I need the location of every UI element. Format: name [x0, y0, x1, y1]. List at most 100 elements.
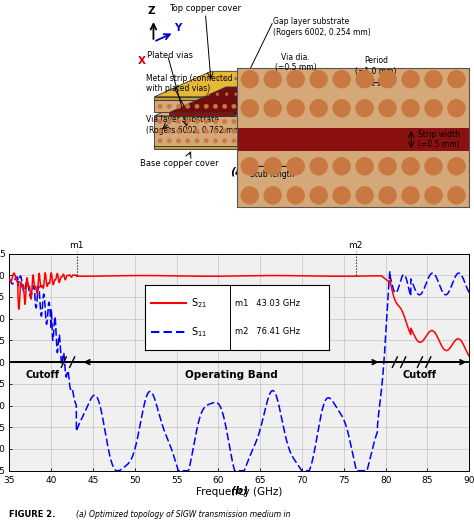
Circle shape	[207, 93, 210, 96]
Circle shape	[167, 139, 172, 143]
Circle shape	[213, 119, 218, 124]
Text: m2: m2	[348, 241, 363, 250]
Circle shape	[447, 99, 465, 117]
Polygon shape	[155, 71, 305, 97]
Circle shape	[425, 157, 442, 175]
Text: (a): (a)	[230, 166, 248, 176]
Circle shape	[264, 187, 282, 204]
Circle shape	[222, 139, 227, 143]
Text: Strip width
(=0.5 mm): Strip width (=0.5 mm)	[418, 130, 460, 149]
Circle shape	[222, 119, 227, 124]
Circle shape	[186, 139, 190, 143]
Circle shape	[158, 129, 162, 133]
Text: FIGURE 2.: FIGURE 2.	[9, 510, 56, 519]
Circle shape	[287, 99, 304, 117]
Circle shape	[167, 119, 172, 124]
Polygon shape	[249, 90, 305, 146]
Polygon shape	[155, 100, 249, 112]
Text: X: X	[138, 55, 146, 65]
Circle shape	[232, 119, 236, 124]
Circle shape	[195, 119, 199, 124]
Polygon shape	[155, 121, 305, 146]
Circle shape	[402, 157, 419, 175]
Circle shape	[216, 77, 219, 80]
Circle shape	[356, 99, 374, 117]
Circle shape	[310, 71, 328, 88]
Text: Via dia.
(=0.5 mm): Via dia. (=0.5 mm)	[275, 53, 317, 72]
Circle shape	[232, 129, 236, 133]
Polygon shape	[155, 90, 305, 116]
Polygon shape	[155, 97, 249, 100]
Circle shape	[225, 93, 228, 96]
Text: Y: Y	[174, 24, 182, 33]
Circle shape	[195, 139, 199, 143]
Text: Cutoff: Cutoff	[26, 370, 60, 380]
Circle shape	[232, 139, 236, 143]
Circle shape	[264, 99, 282, 117]
Circle shape	[241, 157, 259, 175]
Circle shape	[241, 99, 259, 117]
Circle shape	[379, 187, 396, 204]
Circle shape	[241, 71, 259, 88]
Circle shape	[379, 99, 396, 117]
Circle shape	[241, 129, 246, 133]
Text: Period
(=1.0 mm): Period (=1.0 mm)	[356, 56, 397, 76]
Circle shape	[176, 104, 181, 108]
Circle shape	[225, 77, 228, 80]
Polygon shape	[170, 112, 234, 116]
Circle shape	[333, 71, 350, 88]
Circle shape	[402, 99, 419, 117]
Circle shape	[447, 71, 465, 88]
Text: Cutoff: Cutoff	[402, 370, 436, 380]
Circle shape	[425, 71, 442, 88]
Circle shape	[232, 104, 236, 108]
Circle shape	[402, 71, 419, 88]
Circle shape	[356, 71, 374, 88]
Circle shape	[204, 129, 209, 133]
Circle shape	[402, 187, 419, 204]
Circle shape	[310, 187, 328, 204]
Circle shape	[290, 77, 293, 80]
Circle shape	[333, 157, 350, 175]
Circle shape	[241, 187, 259, 204]
Circle shape	[186, 129, 190, 133]
Circle shape	[186, 119, 190, 124]
Text: m1: m1	[69, 241, 84, 250]
Circle shape	[216, 93, 219, 96]
Circle shape	[186, 104, 190, 108]
Circle shape	[262, 77, 265, 80]
X-axis label: Frequency (GHz): Frequency (GHz)	[196, 487, 283, 497]
Circle shape	[287, 187, 304, 204]
Circle shape	[158, 104, 162, 108]
Text: (a) Optimized topology of SIGW transmission medium in: (a) Optimized topology of SIGW transmiss…	[76, 510, 291, 519]
Circle shape	[244, 77, 246, 80]
Circle shape	[425, 99, 442, 117]
Circle shape	[207, 77, 210, 80]
Circle shape	[287, 71, 304, 88]
Circle shape	[271, 93, 274, 96]
Circle shape	[204, 139, 209, 143]
Circle shape	[379, 71, 396, 88]
Circle shape	[158, 139, 162, 143]
Circle shape	[264, 157, 282, 175]
Circle shape	[356, 157, 374, 175]
Circle shape	[222, 129, 227, 133]
Circle shape	[195, 104, 199, 108]
Polygon shape	[155, 146, 249, 150]
Polygon shape	[249, 71, 305, 100]
Circle shape	[333, 99, 350, 117]
Circle shape	[281, 93, 283, 96]
Circle shape	[213, 104, 218, 108]
Circle shape	[310, 99, 328, 117]
Circle shape	[234, 77, 237, 80]
Polygon shape	[155, 75, 305, 100]
Text: Operating Band: Operating Band	[185, 370, 277, 380]
Circle shape	[262, 93, 265, 96]
Circle shape	[213, 129, 218, 133]
Circle shape	[290, 93, 293, 96]
Bar	[237, 128, 469, 151]
Circle shape	[425, 187, 442, 204]
Circle shape	[167, 104, 172, 108]
Circle shape	[241, 104, 246, 108]
Circle shape	[271, 77, 274, 80]
